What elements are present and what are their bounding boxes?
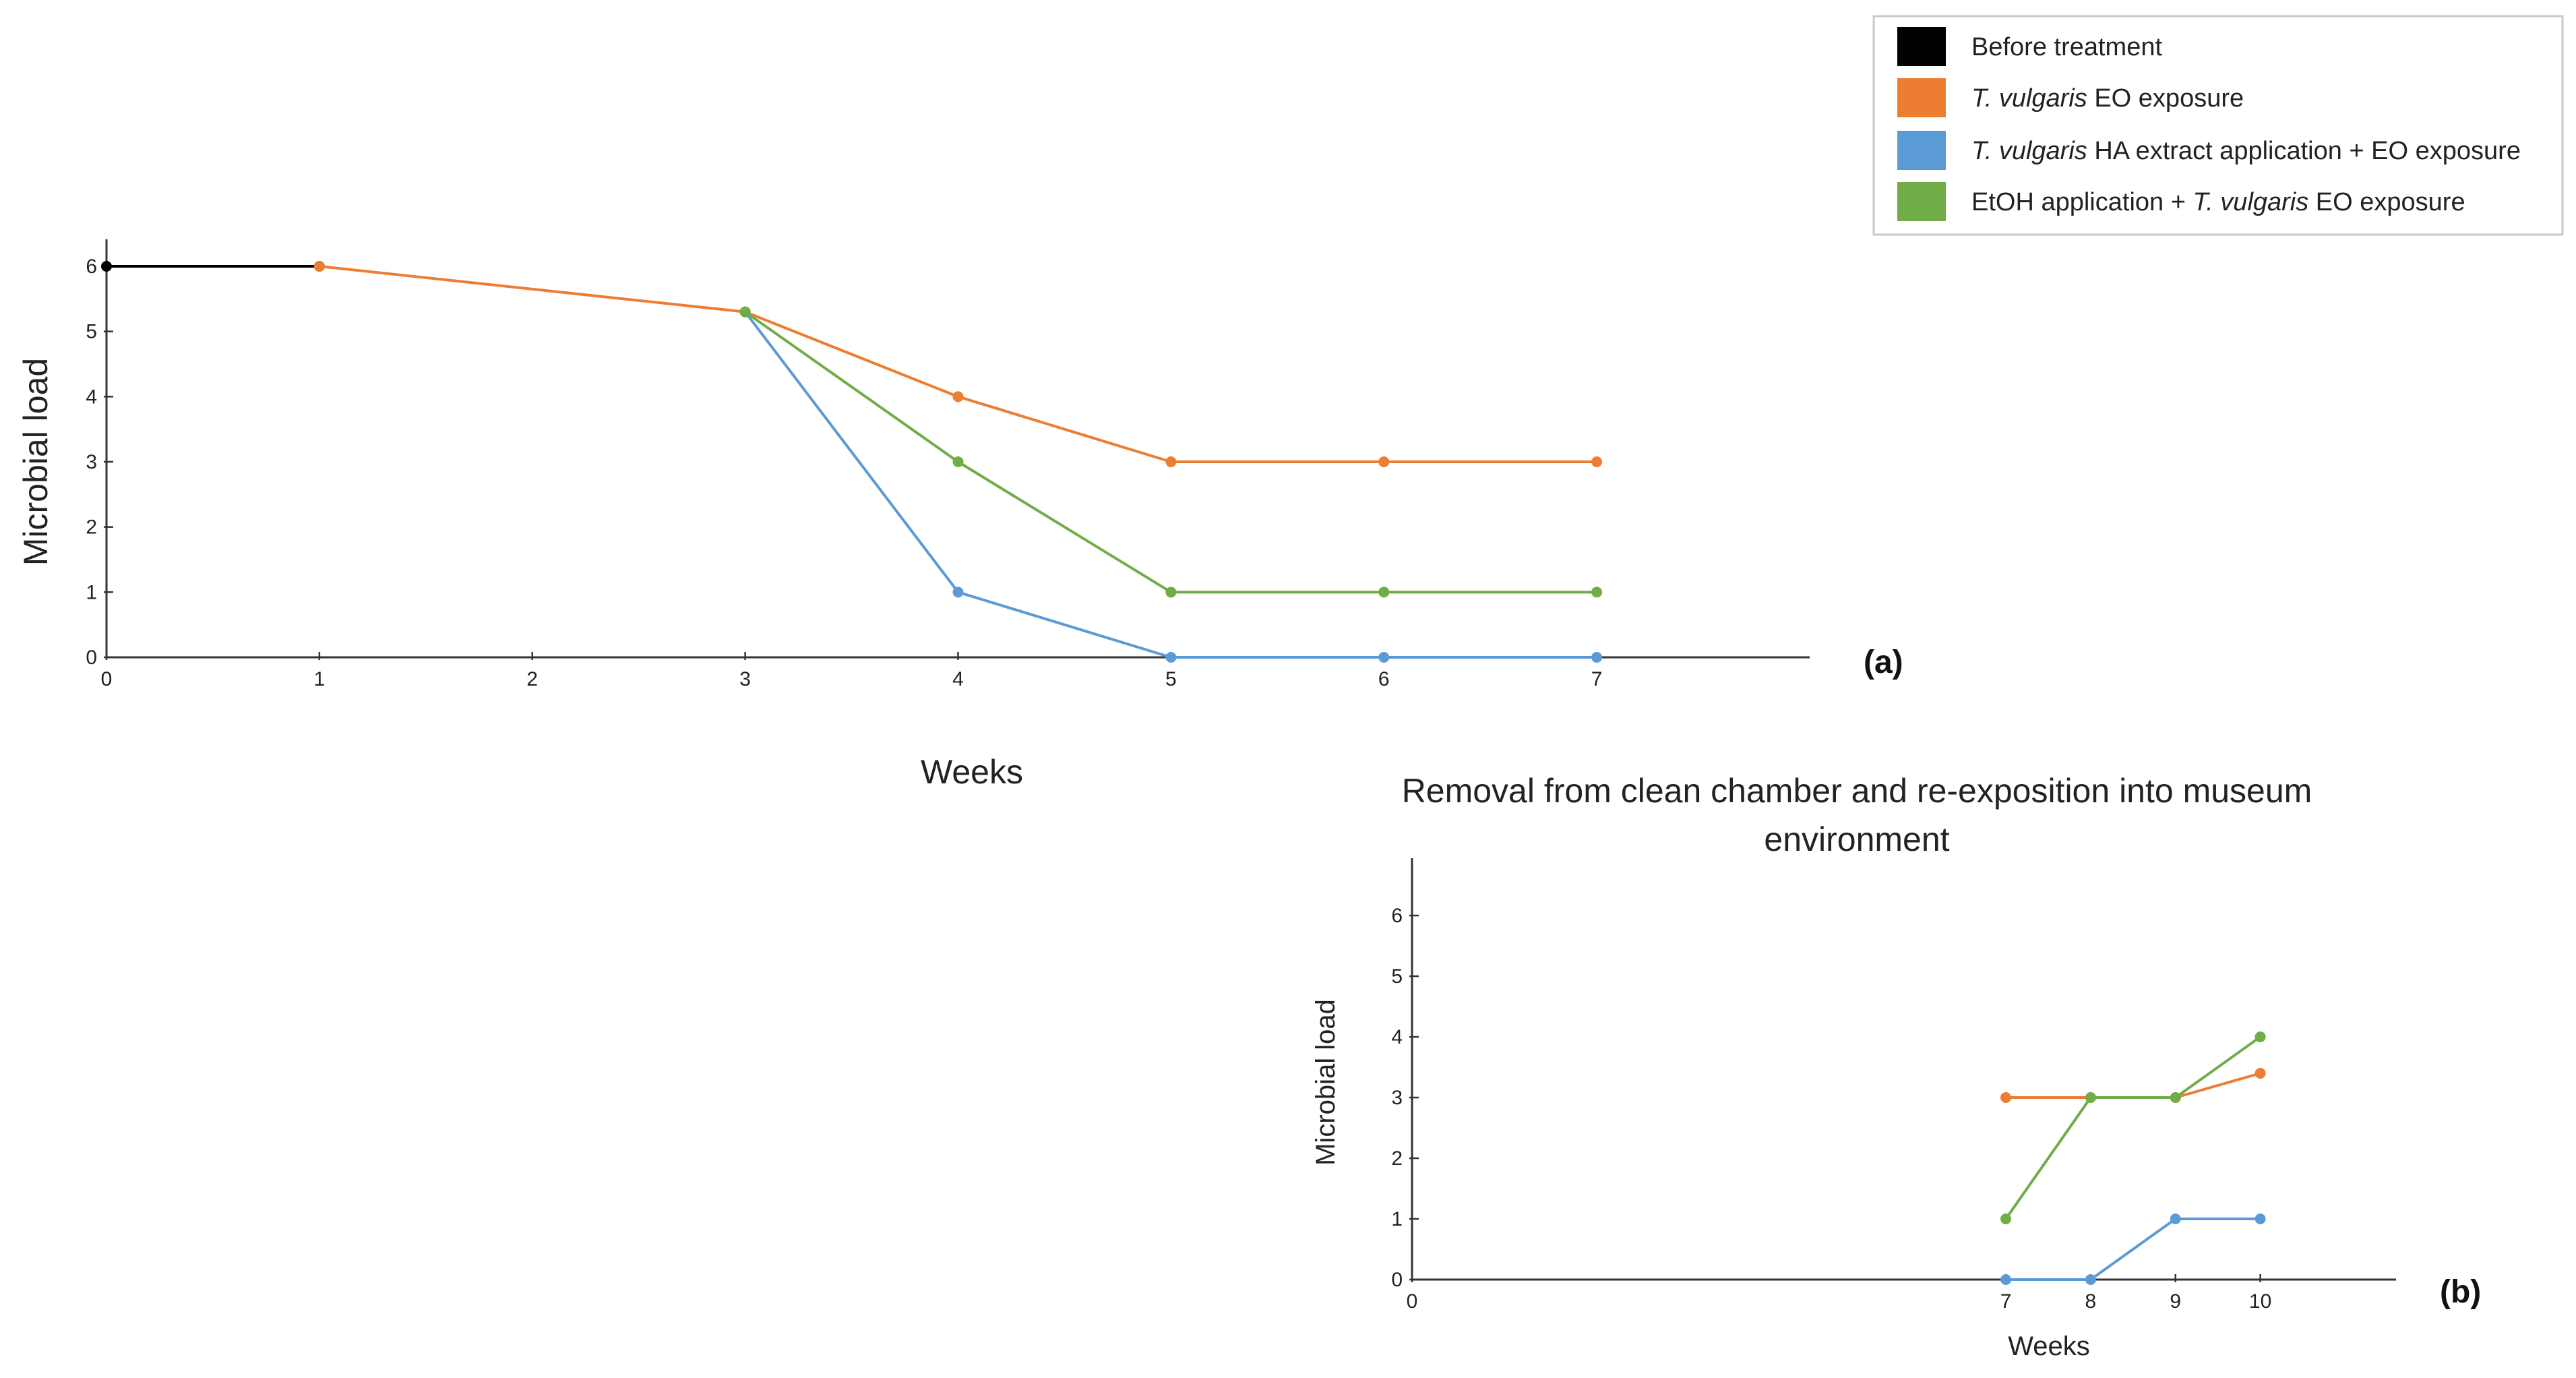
y-tick-label: 5 bbox=[1391, 965, 1403, 988]
x-tick-label: 8 bbox=[2085, 1290, 2097, 1313]
x-tick-label: 9 bbox=[2170, 1290, 2181, 1313]
series-line bbox=[2006, 1072, 2261, 1099]
panel-b-chart: 0 1 2 3 4 5 6 0 7 8 9 10 Weeks Microbial load (b) Remov… bbox=[1311, 772, 2481, 1361]
y-tick-label: 2 bbox=[86, 516, 97, 539]
legend-label: T. vulgaris EO exposure bbox=[1971, 84, 2244, 113]
chart-title: Removal from clean chamber and re-exposi… bbox=[1402, 772, 2312, 810]
series-line bbox=[744, 311, 1597, 594]
data-point bbox=[2000, 1274, 2012, 1285]
data-point bbox=[1165, 652, 1177, 663]
data-point bbox=[952, 391, 964, 402]
data-point bbox=[1378, 456, 1390, 467]
data-point bbox=[1378, 587, 1390, 598]
x-tick-label: 0 bbox=[1407, 1290, 1418, 1313]
legend-label: EtOH application + T. vulgaris EO exposu… bbox=[1971, 188, 2465, 216]
x-tick-label: 0 bbox=[101, 668, 113, 690]
legend-label-rest: Before treatment bbox=[1971, 33, 2162, 61]
legend-frame bbox=[1872, 15, 2564, 236]
data-point bbox=[1591, 456, 1603, 467]
data-point bbox=[2000, 1092, 2012, 1103]
series-line bbox=[319, 265, 1597, 463]
y-tick-label: 1 bbox=[86, 581, 97, 603]
y-tick-label: 3 bbox=[86, 451, 97, 473]
data-point bbox=[739, 306, 751, 318]
data-point bbox=[2000, 1214, 2012, 1224]
series-line bbox=[2006, 1218, 2261, 1281]
legend-label: T. vulgaris HA extract application + EO … bbox=[1971, 137, 2521, 165]
legend-label-species: T. vulgaris bbox=[1971, 84, 2087, 113]
legend-swatch bbox=[1897, 131, 1946, 170]
panel-label: (b) bbox=[2440, 1274, 2481, 1310]
data-point bbox=[313, 261, 325, 272]
data-point bbox=[1591, 652, 1603, 663]
x-tick-label: 6 bbox=[1378, 668, 1390, 690]
y-tick-label: 1 bbox=[1391, 1208, 1403, 1230]
legend-label-rest: HA extract application + EO exposure bbox=[2087, 137, 2521, 165]
series-line bbox=[2004, 1036, 2261, 1220]
legend-swatch bbox=[1897, 182, 1946, 221]
x-tick-label: 4 bbox=[952, 668, 964, 690]
panel-label: (a) bbox=[1864, 645, 1903, 680]
legend-swatch bbox=[1897, 78, 1946, 117]
x-tick-label: 3 bbox=[739, 668, 751, 690]
data-point bbox=[101, 261, 112, 272]
y-axis-label: Microbial load bbox=[1311, 999, 1341, 1166]
legend-label: Before treatment bbox=[1971, 33, 2162, 61]
data-point bbox=[2085, 1092, 2096, 1103]
x-tick-label: 7 bbox=[2000, 1290, 2012, 1313]
legend-label-prefix: EtOH application + bbox=[1971, 188, 2192, 216]
data-point bbox=[952, 587, 964, 598]
data-point bbox=[1378, 652, 1390, 663]
y-tick-label: 5 bbox=[86, 321, 97, 343]
y-tick-label: 2 bbox=[1391, 1147, 1403, 1170]
data-point bbox=[2255, 1031, 2266, 1042]
data-point bbox=[1591, 587, 1603, 598]
chart-title: environment bbox=[1764, 820, 1949, 858]
y-tick-label: 6 bbox=[1391, 905, 1403, 927]
data-point bbox=[952, 456, 964, 467]
data-point bbox=[1165, 456, 1177, 467]
y-tick-label: 6 bbox=[86, 256, 97, 278]
x-axis-label: Weeks bbox=[2008, 1331, 2090, 1361]
data-point bbox=[2170, 1214, 2181, 1224]
x-tick-label: 2 bbox=[526, 668, 538, 690]
y-tick-label: 4 bbox=[86, 386, 97, 408]
legend-label-species: T. vulgaris bbox=[1971, 137, 2087, 165]
data-point bbox=[2255, 1214, 2266, 1224]
data-point bbox=[2170, 1092, 2181, 1103]
legend-label-rest: EO exposure bbox=[2308, 188, 2465, 216]
x-tick-label: 10 bbox=[2249, 1290, 2271, 1313]
data-point bbox=[1165, 587, 1177, 598]
legend-swatch bbox=[1897, 27, 1946, 66]
y-axis-label: Microbial load bbox=[17, 358, 55, 566]
x-axis-label: Weeks bbox=[921, 753, 1023, 791]
panel-a-chart: 0 1 2 3 4 5 6 0 1 2 3 4 5 6 7 Weeks Microbial load (a) bbox=[17, 239, 1903, 791]
x-tick-label: 5 bbox=[1165, 668, 1177, 690]
legend-label-rest: EO exposure bbox=[2087, 84, 2244, 113]
x-tick-label: 7 bbox=[1591, 668, 1603, 690]
data-point bbox=[2085, 1274, 2096, 1285]
y-tick-label: 0 bbox=[1391, 1269, 1403, 1291]
data-point bbox=[2255, 1068, 2266, 1079]
y-tick-label: 3 bbox=[1391, 1087, 1403, 1109]
y-tick-label: 0 bbox=[86, 647, 97, 669]
y-tick-label: 4 bbox=[1391, 1026, 1403, 1048]
legend-label-species: T. vulgaris bbox=[2192, 188, 2308, 216]
x-tick-label: 1 bbox=[314, 668, 326, 690]
